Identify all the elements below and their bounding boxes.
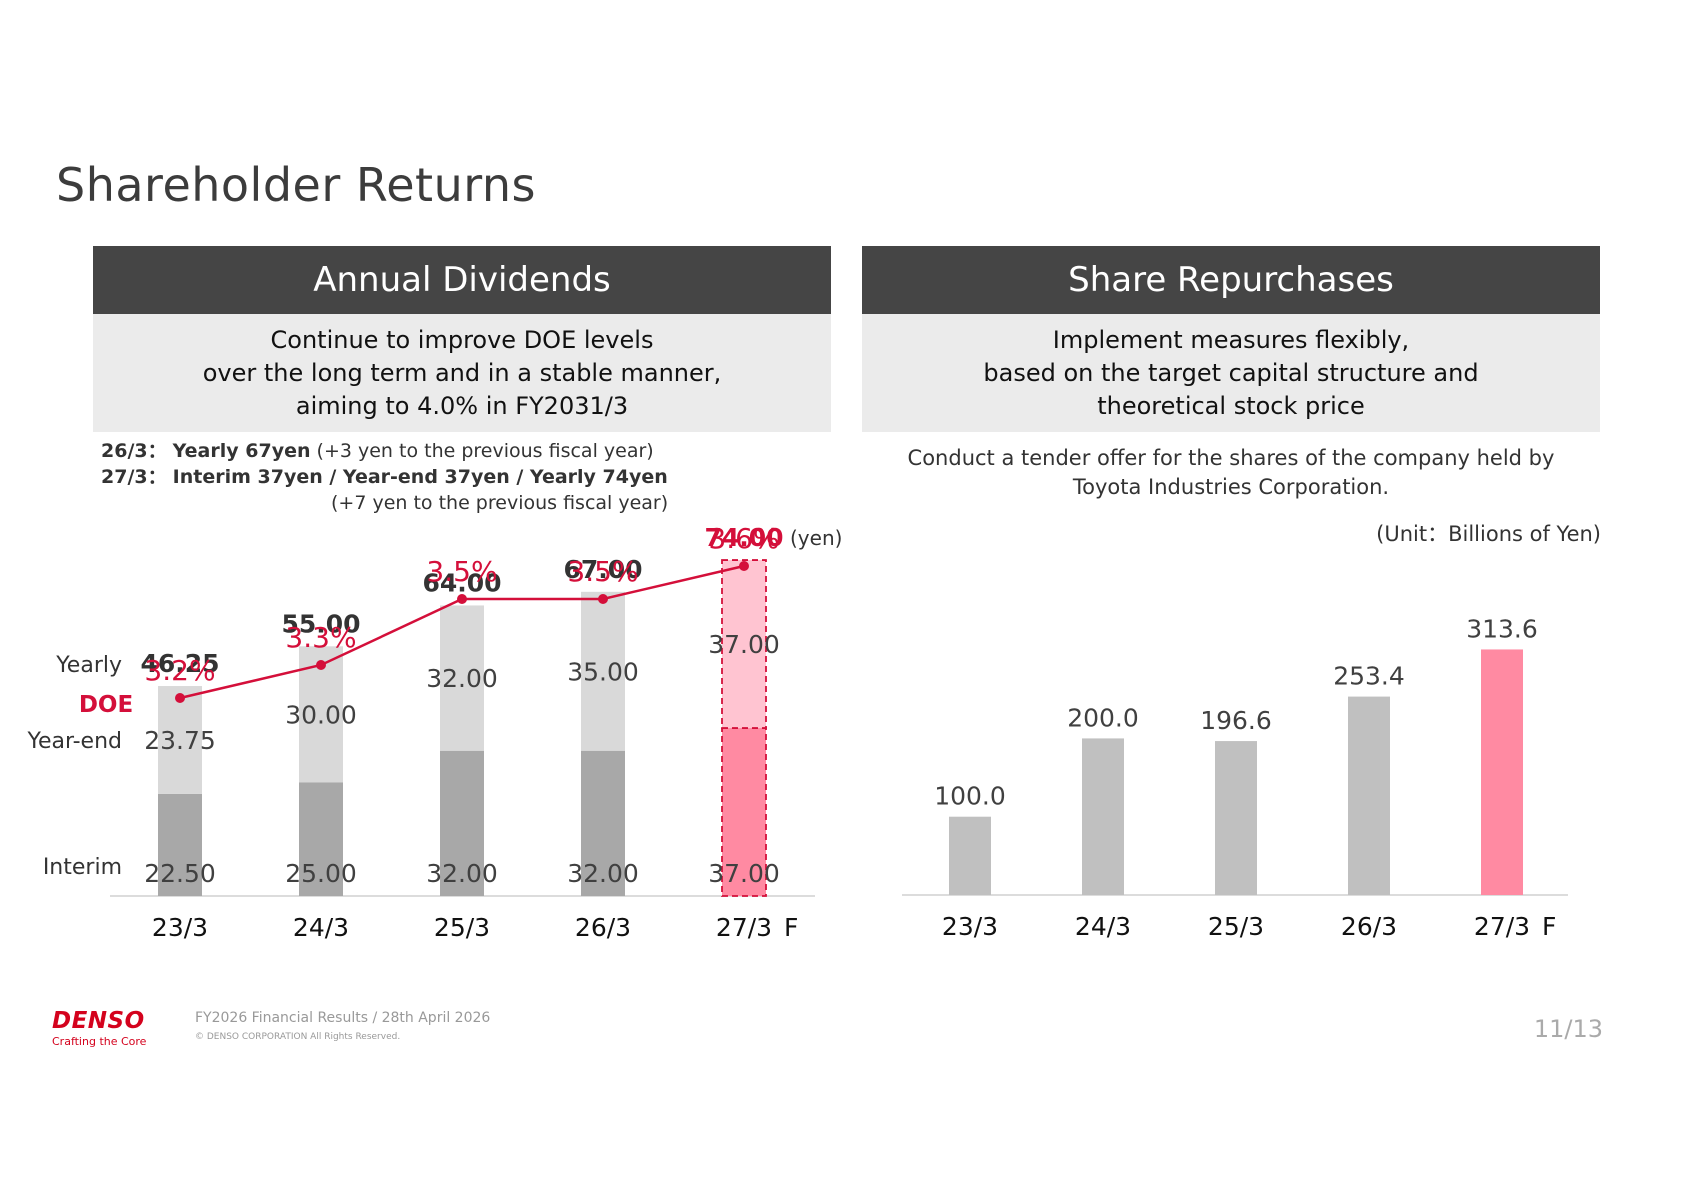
repurchase-bar: [1082, 738, 1124, 895]
unit-label: (yen): [790, 526, 842, 550]
interim-bar: [440, 750, 484, 896]
note-year-label: 27/3：: [101, 466, 167, 488]
doe-value-label: 3.3%: [285, 621, 356, 654]
interim-value-label: 32.00: [426, 859, 498, 888]
note-year-label: 26/3：: [101, 440, 167, 462]
doe-value-label: 3.5%: [567, 555, 638, 588]
category-label: 24/3: [1075, 912, 1131, 941]
repurchase-bar: [1215, 741, 1257, 895]
yearly-total-label: 74.00: [704, 523, 783, 552]
interim-bar: [581, 750, 625, 896]
yearend-bar: [158, 686, 202, 794]
interim-bar: [299, 782, 343, 896]
repurchase-policy-line: theoretical stock price: [1097, 391, 1365, 420]
doe-value-label: 3.5%: [426, 555, 497, 588]
footer-line1: FY2026 Financial Results / 28th April 20…: [195, 1010, 491, 1026]
forecast-marker: F: [784, 913, 798, 942]
category-label: 23/3: [152, 913, 208, 942]
yearend-bar: [440, 605, 484, 751]
doe-point: [598, 594, 608, 604]
unit-label: (Unit：Billions of Yen): [1376, 522, 1601, 546]
tender-offer-line: Conduct a tender offer for the shares of…: [907, 446, 1555, 470]
interim-row-label: Interim: [43, 855, 122, 880]
page-number: 11/13: [1533, 1015, 1603, 1043]
yearend-row-label: Year-end: [26, 729, 122, 754]
doe-point: [457, 594, 467, 604]
repurchase-value-label: 200.0: [1067, 703, 1139, 732]
yearly-row-label: Yearly: [55, 653, 122, 678]
yearend-bar: [581, 591, 625, 751]
note-bold-text: Yearly 67yen: [172, 440, 311, 462]
category-label: 25/3: [434, 913, 490, 942]
repurchase-bar: [949, 816, 991, 895]
yearend-value-label: 23.75: [144, 726, 216, 755]
dividend-policy-box: Continue to improve DOE levels over the …: [93, 314, 831, 432]
interim-value-label: 25.00: [285, 859, 357, 888]
annual-dividends-title: Annual Dividends: [313, 260, 611, 300]
footer-copyright: © DENSO CORPORATION All Rights Reserved.: [195, 1032, 401, 1042]
yearend-value-label: 30.00: [285, 700, 357, 729]
forecast-marker: F: [1542, 912, 1556, 941]
yearend-value-label: 37.00: [708, 630, 780, 659]
doe-label: DOE: [79, 692, 133, 718]
interim-value-label: 22.50: [144, 859, 216, 888]
interim-value-label: 32.00: [567, 859, 639, 888]
category-label: 25/3: [1208, 912, 1264, 941]
footer-info: FY2026 Financial Results / 28th April 20…: [195, 1010, 490, 1042]
note-text: (+3 yen to the previous fiscal year): [310, 440, 654, 462]
yearly-total-label: 64.00: [422, 568, 501, 597]
repurchase-policy-box: Implement measures flexibly, based on th…: [862, 314, 1600, 432]
category-label: 23/3: [942, 912, 998, 941]
dividend-policy-line: Continue to improve DOE levels: [270, 325, 654, 354]
repurchase-bar: [1348, 696, 1390, 895]
category-label: 26/3: [575, 913, 631, 942]
dividend-notes: 26/3： Yearly 67yen (+3 yen to the previo…: [101, 438, 668, 516]
doe-value-label: 3.2%: [144, 654, 215, 687]
yearend-value-label: 32.00: [426, 664, 498, 693]
yearly-total-label: 46.25: [140, 649, 219, 678]
repurchase-policy-line: based on the target capital structure an…: [983, 358, 1479, 387]
share-repurchases-header: Share Repurchases: [862, 246, 1600, 314]
yearend-bar: [721, 559, 767, 729]
interim-bar: [158, 793, 202, 896]
dividend-policy-line: over the long term and in a stable manne…: [202, 358, 722, 387]
note-bold-text: Interim 37yen / Year-end 37yen / Yearly …: [172, 466, 668, 488]
share-repurchases-title: Share Repurchases: [1068, 260, 1394, 300]
yearly-total-label: 55.00: [281, 609, 360, 638]
yearly-total-label: 67.00: [563, 555, 642, 584]
repurchase-value-label: 253.4: [1333, 662, 1405, 691]
repurchase-value-label: 100.0: [934, 782, 1006, 811]
dividend-policy-line: aiming to 4.0% in FY2031/3: [295, 391, 629, 420]
category-label: 26/3: [1341, 912, 1397, 941]
yearend-value-label: 35.00: [567, 657, 639, 686]
repurchase-policy-line: Implement measures flexibly,: [1052, 325, 1410, 354]
brand-name: DENSO: [52, 1008, 145, 1034]
doe-value-label: 3.6%: [708, 522, 779, 555]
repurchase-value-label: 313.6: [1466, 614, 1538, 643]
category-label: 27/3: [716, 913, 772, 942]
interim-bar: [721, 727, 767, 897]
repurchase-value-label: 196.6: [1200, 706, 1272, 735]
doe-point: [175, 693, 185, 703]
tender-offer-line: Toyota Industries Corporation.: [1072, 475, 1390, 499]
repurchase-bar: [1481, 649, 1523, 895]
interim-value-label: 37.00: [708, 859, 780, 888]
denso-logo: DENSO Crafting the Core: [52, 1008, 146, 1048]
brand-tagline: Crafting the Core: [52, 1035, 147, 1048]
doe-point: [739, 561, 749, 571]
category-label: 24/3: [293, 913, 349, 942]
note-text: (+7 yen to the previous fiscal year): [331, 492, 669, 514]
annual-dividends-header: Annual Dividends: [93, 246, 831, 314]
category-label: 27/3: [1474, 912, 1530, 941]
page-title: Shareholder Returns: [56, 158, 536, 212]
doe-point: [316, 660, 326, 670]
tender-offer-note: Conduct a tender offer for the shares of…: [862, 444, 1600, 502]
